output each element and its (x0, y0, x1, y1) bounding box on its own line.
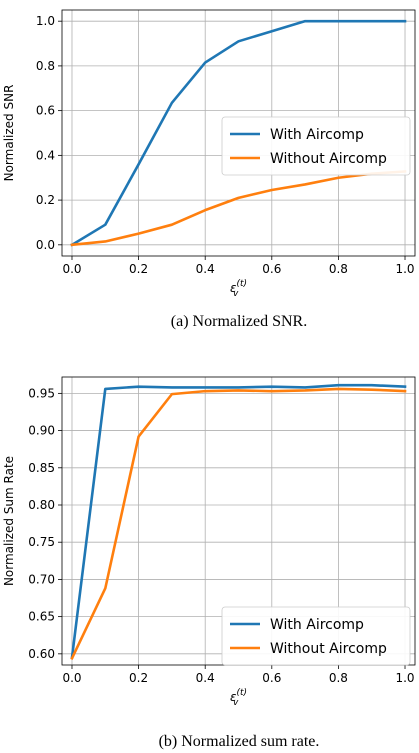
y-tick-label: 0.75 (28, 535, 55, 549)
y-tick-label: 0.8 (36, 59, 55, 73)
legend-label: Without Aircomp (270, 641, 387, 657)
x-tick-label: 0.0 (62, 671, 81, 685)
y-tick-label: 0.80 (28, 498, 55, 512)
y-tick-label: 0.2 (36, 193, 55, 207)
legend: With Aircomp Without Aircomp (221, 606, 411, 666)
legend: With Aircomp Without Aircomp (221, 116, 411, 176)
series-line-with-aircomp (70, 383, 407, 660)
plot-frame (61, 9, 416, 257)
x-axis-label: ε(t) v (230, 688, 247, 708)
chart-snr: 0.0 0.2 0.4 0.6 0.8 1.0 0.0 0.2 0.4 0.6 0.8 1.0 Norm… (2, 9, 416, 299)
x-tick-label: 0.2 (129, 671, 148, 685)
series-line-without-aircomp (70, 170, 407, 247)
x-tick-label: 0.4 (196, 262, 215, 276)
y-tick-label: 0.70 (28, 572, 55, 586)
y-tick-label: 0.85 (28, 461, 55, 475)
series-line-without-aircomp (70, 387, 407, 661)
y-tick-label: 0.6 (36, 104, 55, 118)
y-tick-label: 1.0 (36, 14, 55, 28)
caption-sum-rate: (b) Normalized sum rate. (159, 733, 320, 750)
x-tick-label: 0.8 (329, 262, 348, 276)
y-axis-label: Normalized Sum Rate (2, 456, 16, 586)
x-tick-label: 1.0 (395, 671, 414, 685)
x-tick-label: 0.6 (262, 262, 281, 276)
x-tick-label: 0.0 (62, 262, 81, 276)
x-axis-label: ε(t) v (230, 279, 247, 299)
chart-sum-rate: 0.0 0.2 0.4 0.6 0.8 1.0 0.60 0.65 0.70 0.75 0.80 0.… (2, 376, 416, 708)
x-tick-label: 0.2 (129, 262, 148, 276)
y-tick-label: 0.4 (36, 148, 55, 162)
caption-snr: (a) Normalized SNR. (171, 313, 307, 330)
y-tick-label: 0.0 (36, 238, 55, 252)
x-tick-label: 0.8 (329, 671, 348, 685)
x-tick-label: 1.0 (395, 262, 414, 276)
x-tick-label: 0.4 (196, 671, 215, 685)
legend-box (221, 116, 411, 176)
y-tick-label: 0.90 (28, 424, 55, 438)
legend-label: With Aircomp (270, 127, 364, 143)
legend-label: Without Aircomp (270, 151, 387, 167)
series-line-with-aircomp (70, 19, 407, 247)
legend-box (221, 606, 411, 666)
y-tick-label: 0.95 (28, 386, 55, 400)
y-tick-label: 0.65 (28, 610, 55, 624)
legend-label: With Aircomp (270, 617, 364, 633)
y-axis-label: Normalized SNR (2, 85, 16, 182)
y-tick-label: 0.60 (28, 647, 55, 661)
x-tick-label: 0.6 (262, 671, 281, 685)
